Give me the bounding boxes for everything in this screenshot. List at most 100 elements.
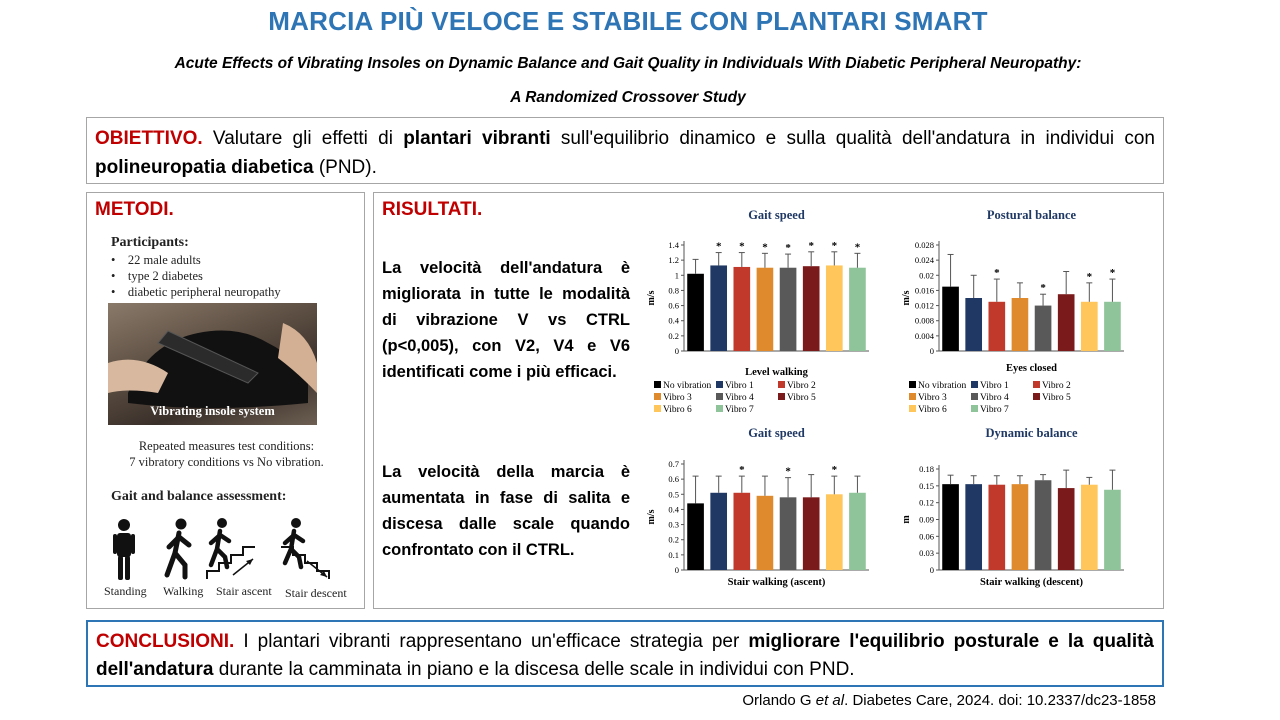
bar (802, 266, 820, 351)
bar (779, 267, 797, 351)
citation-rest: . Diabetes Care, 2024. doi: 10.2337/dc23… (844, 692, 1156, 709)
conditions-line-1: Repeated measures test conditions: (138, 439, 315, 453)
legend-swatch (909, 405, 916, 412)
results-label: RISULTATI. (382, 199, 483, 220)
x-axis-label: Level walking (745, 367, 808, 378)
bar (849, 267, 866, 351)
bar (1057, 294, 1075, 351)
chart-1: Gait speed m/s 0 0.2 0.4 0.6 0.8 1 1.2 1.4 * * * * * * *… (646, 208, 869, 415)
legend-label: Vibro 1 (725, 381, 754, 391)
y-tick-label: 0.4 (668, 504, 679, 514)
y-tick-label: 0.8 (668, 285, 679, 295)
citation: Orlando G et al. Diabetes Care, 2024. do… (0, 692, 1156, 709)
y-tick-label: 1.4 (668, 240, 679, 250)
citation-authors: Orlando G (742, 692, 816, 709)
y-axis-label: m/s (901, 290, 912, 305)
chart-title: Dynamic balance (985, 426, 1077, 440)
significance-star: * (739, 464, 745, 476)
participants-title: Participants: (111, 235, 189, 250)
significance-star: * (832, 464, 838, 476)
conditions-line-2: 7 vibratory conditions vs No vibration. (129, 455, 324, 469)
bar (965, 484, 983, 570)
paper-title-line-2: A Randomized Crossover Study (510, 89, 746, 106)
y-tick-label: 0.15 (919, 481, 934, 491)
bar (825, 494, 843, 570)
y-tick-label: 0.1 (668, 550, 679, 560)
icon-label: Stair ascent (216, 584, 272, 598)
x-axis-label: Stair walking (ascent) (728, 577, 826, 588)
results-text-2: La velocità della marcia è aumentata in … (382, 463, 630, 559)
significance-star: * (855, 241, 861, 253)
legend-label: Vibro 4 (725, 393, 754, 403)
shoe-illustration (108, 323, 317, 408)
conditions-text: Repeated measures test conditions: 7 vib… (87, 438, 366, 470)
icon-label: Stair descent (285, 586, 347, 600)
stair-ascent-icon (206, 518, 255, 579)
bar (1080, 301, 1098, 351)
bar (756, 267, 774, 351)
bar (1057, 488, 1075, 570)
conclusions-bold: migliorare l'equilibrio posturale e la q… (96, 631, 1154, 680)
assessment-pictograms (113, 518, 330, 580)
legend-label: Vibro 1 (980, 381, 1009, 391)
significance-star: * (994, 267, 1000, 279)
significance-star: * (739, 241, 745, 253)
chart-3: Gait speed m/s 0 0.1 0.2 0.3 0.4 0.5 0.6 0.7 * * * St… (646, 426, 869, 588)
legend-swatch (971, 405, 978, 412)
walking-icon (164, 518, 192, 580)
y-tick-label: 0.2 (668, 331, 679, 341)
y-tick-label: 0.028 (915, 240, 934, 250)
legend-label: Vibro 7 (725, 405, 754, 415)
results-text-1: La velocità dell'andatura è migliorata i… (382, 259, 630, 381)
bar (1011, 298, 1029, 351)
conclusions-box: CONCLUSIONI. I plantari vibranti rappres… (86, 620, 1164, 687)
objective-bold-1: plantari vibranti (403, 128, 551, 149)
poster-title: MARCIA PIÙ VELOCE E STABILE CON PLANTARI… (268, 6, 988, 36)
legend-swatch (1033, 393, 1040, 400)
bar (1011, 484, 1029, 570)
significance-star: * (1110, 267, 1116, 279)
bar (710, 265, 728, 351)
y-axis-label: m/s (646, 290, 657, 305)
significance-star: * (762, 241, 768, 253)
bar (1080, 484, 1098, 570)
legend-label: No vibration (663, 381, 712, 391)
chart-2: Postural balance m/s 0 0.004 0.008 0.012 0.016… (901, 208, 1124, 415)
citation-etal: et al (815, 692, 845, 709)
y-tick-label: 0.03 (919, 548, 934, 558)
legend-swatch (909, 381, 916, 388)
bar (687, 503, 704, 570)
results-charts: Gait speed m/s 0 0.2 0.4 0.6 0.8 1 1.2 1.4 * * * * * * *… (646, 208, 1124, 588)
y-tick-label: 0.4 (668, 316, 679, 326)
bar (849, 492, 866, 570)
y-tick-label: 0.2 (668, 535, 679, 545)
paper-title-line-1: Acute Effects of Vibrating Insoles on Dy… (174, 55, 1082, 72)
y-tick-label: 0.18 (919, 464, 934, 474)
standing-icon (113, 519, 135, 580)
y-tick-label: 0.012 (915, 301, 934, 311)
bar (942, 484, 959, 570)
objective-text-2: sull'equilibrio dinamico e sulla qualità… (550, 128, 1155, 149)
significance-star: * (1040, 282, 1046, 294)
significance-star: * (832, 240, 838, 252)
y-tick-label: 0.06 (919, 531, 934, 541)
y-tick-label: 0.12 (919, 498, 934, 508)
legend-swatch (654, 405, 661, 412)
legend-swatch (971, 393, 978, 400)
chart-title: Gait speed (748, 208, 805, 222)
legend-label: Vibro 7 (980, 405, 1009, 415)
legend-label: Vibro 4 (980, 393, 1009, 403)
x-axis-label: Stair walking (descent) (980, 577, 1084, 588)
y-tick-label: 0.5 (668, 489, 679, 499)
legend-swatch (778, 381, 785, 388)
y-tick-label: 0.004 (915, 331, 935, 341)
bar (988, 484, 1006, 570)
bar (756, 495, 774, 570)
legend-swatch (971, 381, 978, 388)
legend-label: Vibro 5 (1042, 393, 1071, 403)
bar (942, 286, 959, 351)
bar (687, 273, 704, 351)
bar (710, 492, 728, 570)
y-tick-label: 0 (930, 346, 934, 356)
y-axis-label: m (901, 515, 912, 524)
